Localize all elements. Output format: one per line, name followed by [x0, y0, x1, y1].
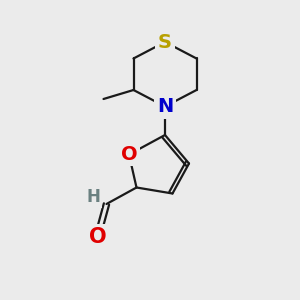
Text: S: S: [158, 32, 172, 52]
Text: O: O: [89, 227, 106, 247]
Text: O: O: [121, 145, 137, 164]
Text: H: H: [87, 188, 101, 206]
Text: N: N: [157, 97, 173, 116]
